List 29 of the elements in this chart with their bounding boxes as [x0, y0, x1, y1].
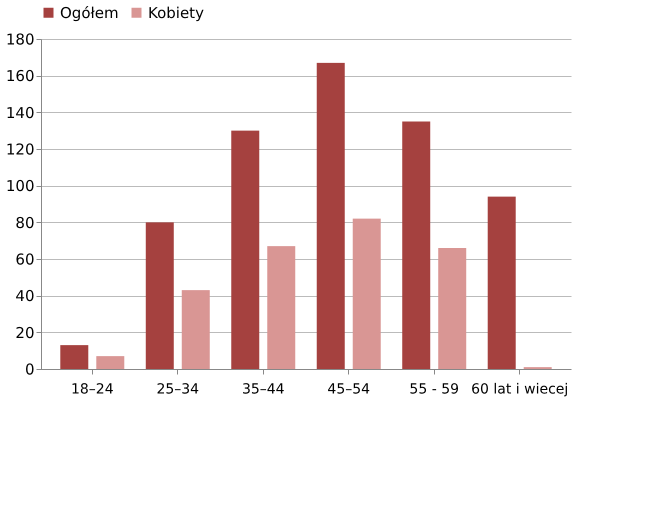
y-tick-label: 80 [15, 214, 34, 232]
bar [438, 248, 466, 369]
bar [267, 246, 296, 369]
y-tick-label: 60 [15, 250, 34, 268]
x-tick-label: 25–34 [156, 382, 200, 398]
bar [402, 122, 430, 369]
bar [316, 62, 345, 369]
x-tick-label: 35–44 [242, 382, 285, 398]
y-tick-label: 120 [6, 140, 34, 158]
bar [488, 196, 516, 369]
bar [146, 222, 174, 369]
bar [96, 356, 124, 369]
y-tick-label: 140 [6, 104, 34, 122]
bar [60, 345, 88, 369]
bar [231, 130, 260, 369]
y-tick-label: 40 [15, 287, 34, 306]
y-tick-label: 160 [6, 67, 34, 86]
x-tick-label: 18–24 [70, 382, 114, 398]
x-tick-label: 60 lat i wiecej [471, 382, 568, 398]
bar [182, 290, 210, 369]
legend-label: Kobiety [148, 4, 204, 22]
y-tick-label: 180 [6, 30, 34, 48]
bar [352, 218, 381, 369]
y-tick-label: 20 [15, 324, 34, 342]
y-tick-label: 100 [6, 177, 34, 196]
y-tick-label: 0 [24, 360, 34, 378]
legend-label: Ogółem [60, 4, 119, 22]
x-tick-label: 45–54 [327, 382, 370, 398]
x-tick-label: 55 - 59 [409, 382, 460, 398]
